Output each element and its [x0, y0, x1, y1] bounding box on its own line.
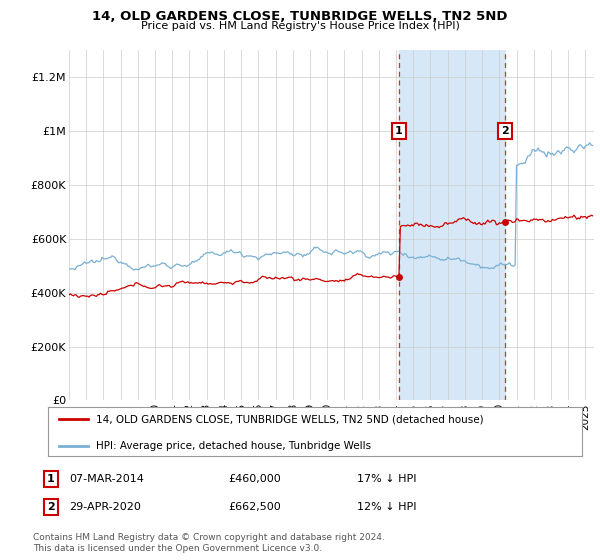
Text: HPI: Average price, detached house, Tunbridge Wells: HPI: Average price, detached house, Tunb…	[96, 441, 371, 451]
Text: 1: 1	[47, 474, 55, 484]
Text: 2: 2	[47, 502, 55, 512]
Text: Price paid vs. HM Land Registry's House Price Index (HPI): Price paid vs. HM Land Registry's House …	[140, 21, 460, 31]
Text: 17% ↓ HPI: 17% ↓ HPI	[357, 474, 416, 484]
Text: 07-MAR-2014: 07-MAR-2014	[69, 474, 144, 484]
Text: 29-APR-2020: 29-APR-2020	[69, 502, 141, 512]
Text: £460,000: £460,000	[228, 474, 281, 484]
Text: 12% ↓ HPI: 12% ↓ HPI	[357, 502, 416, 512]
Text: 14, OLD GARDENS CLOSE, TUNBRIDGE WELLS, TN2 5ND: 14, OLD GARDENS CLOSE, TUNBRIDGE WELLS, …	[92, 10, 508, 23]
Text: 14, OLD GARDENS CLOSE, TUNBRIDGE WELLS, TN2 5ND (detached house): 14, OLD GARDENS CLOSE, TUNBRIDGE WELLS, …	[96, 414, 484, 424]
Text: 1: 1	[395, 126, 403, 136]
Text: Contains HM Land Registry data © Crown copyright and database right 2024.
This d: Contains HM Land Registry data © Crown c…	[33, 533, 385, 553]
Bar	[399, 50, 505, 400]
Text: 2: 2	[501, 126, 509, 136]
Text: £662,500: £662,500	[228, 502, 281, 512]
